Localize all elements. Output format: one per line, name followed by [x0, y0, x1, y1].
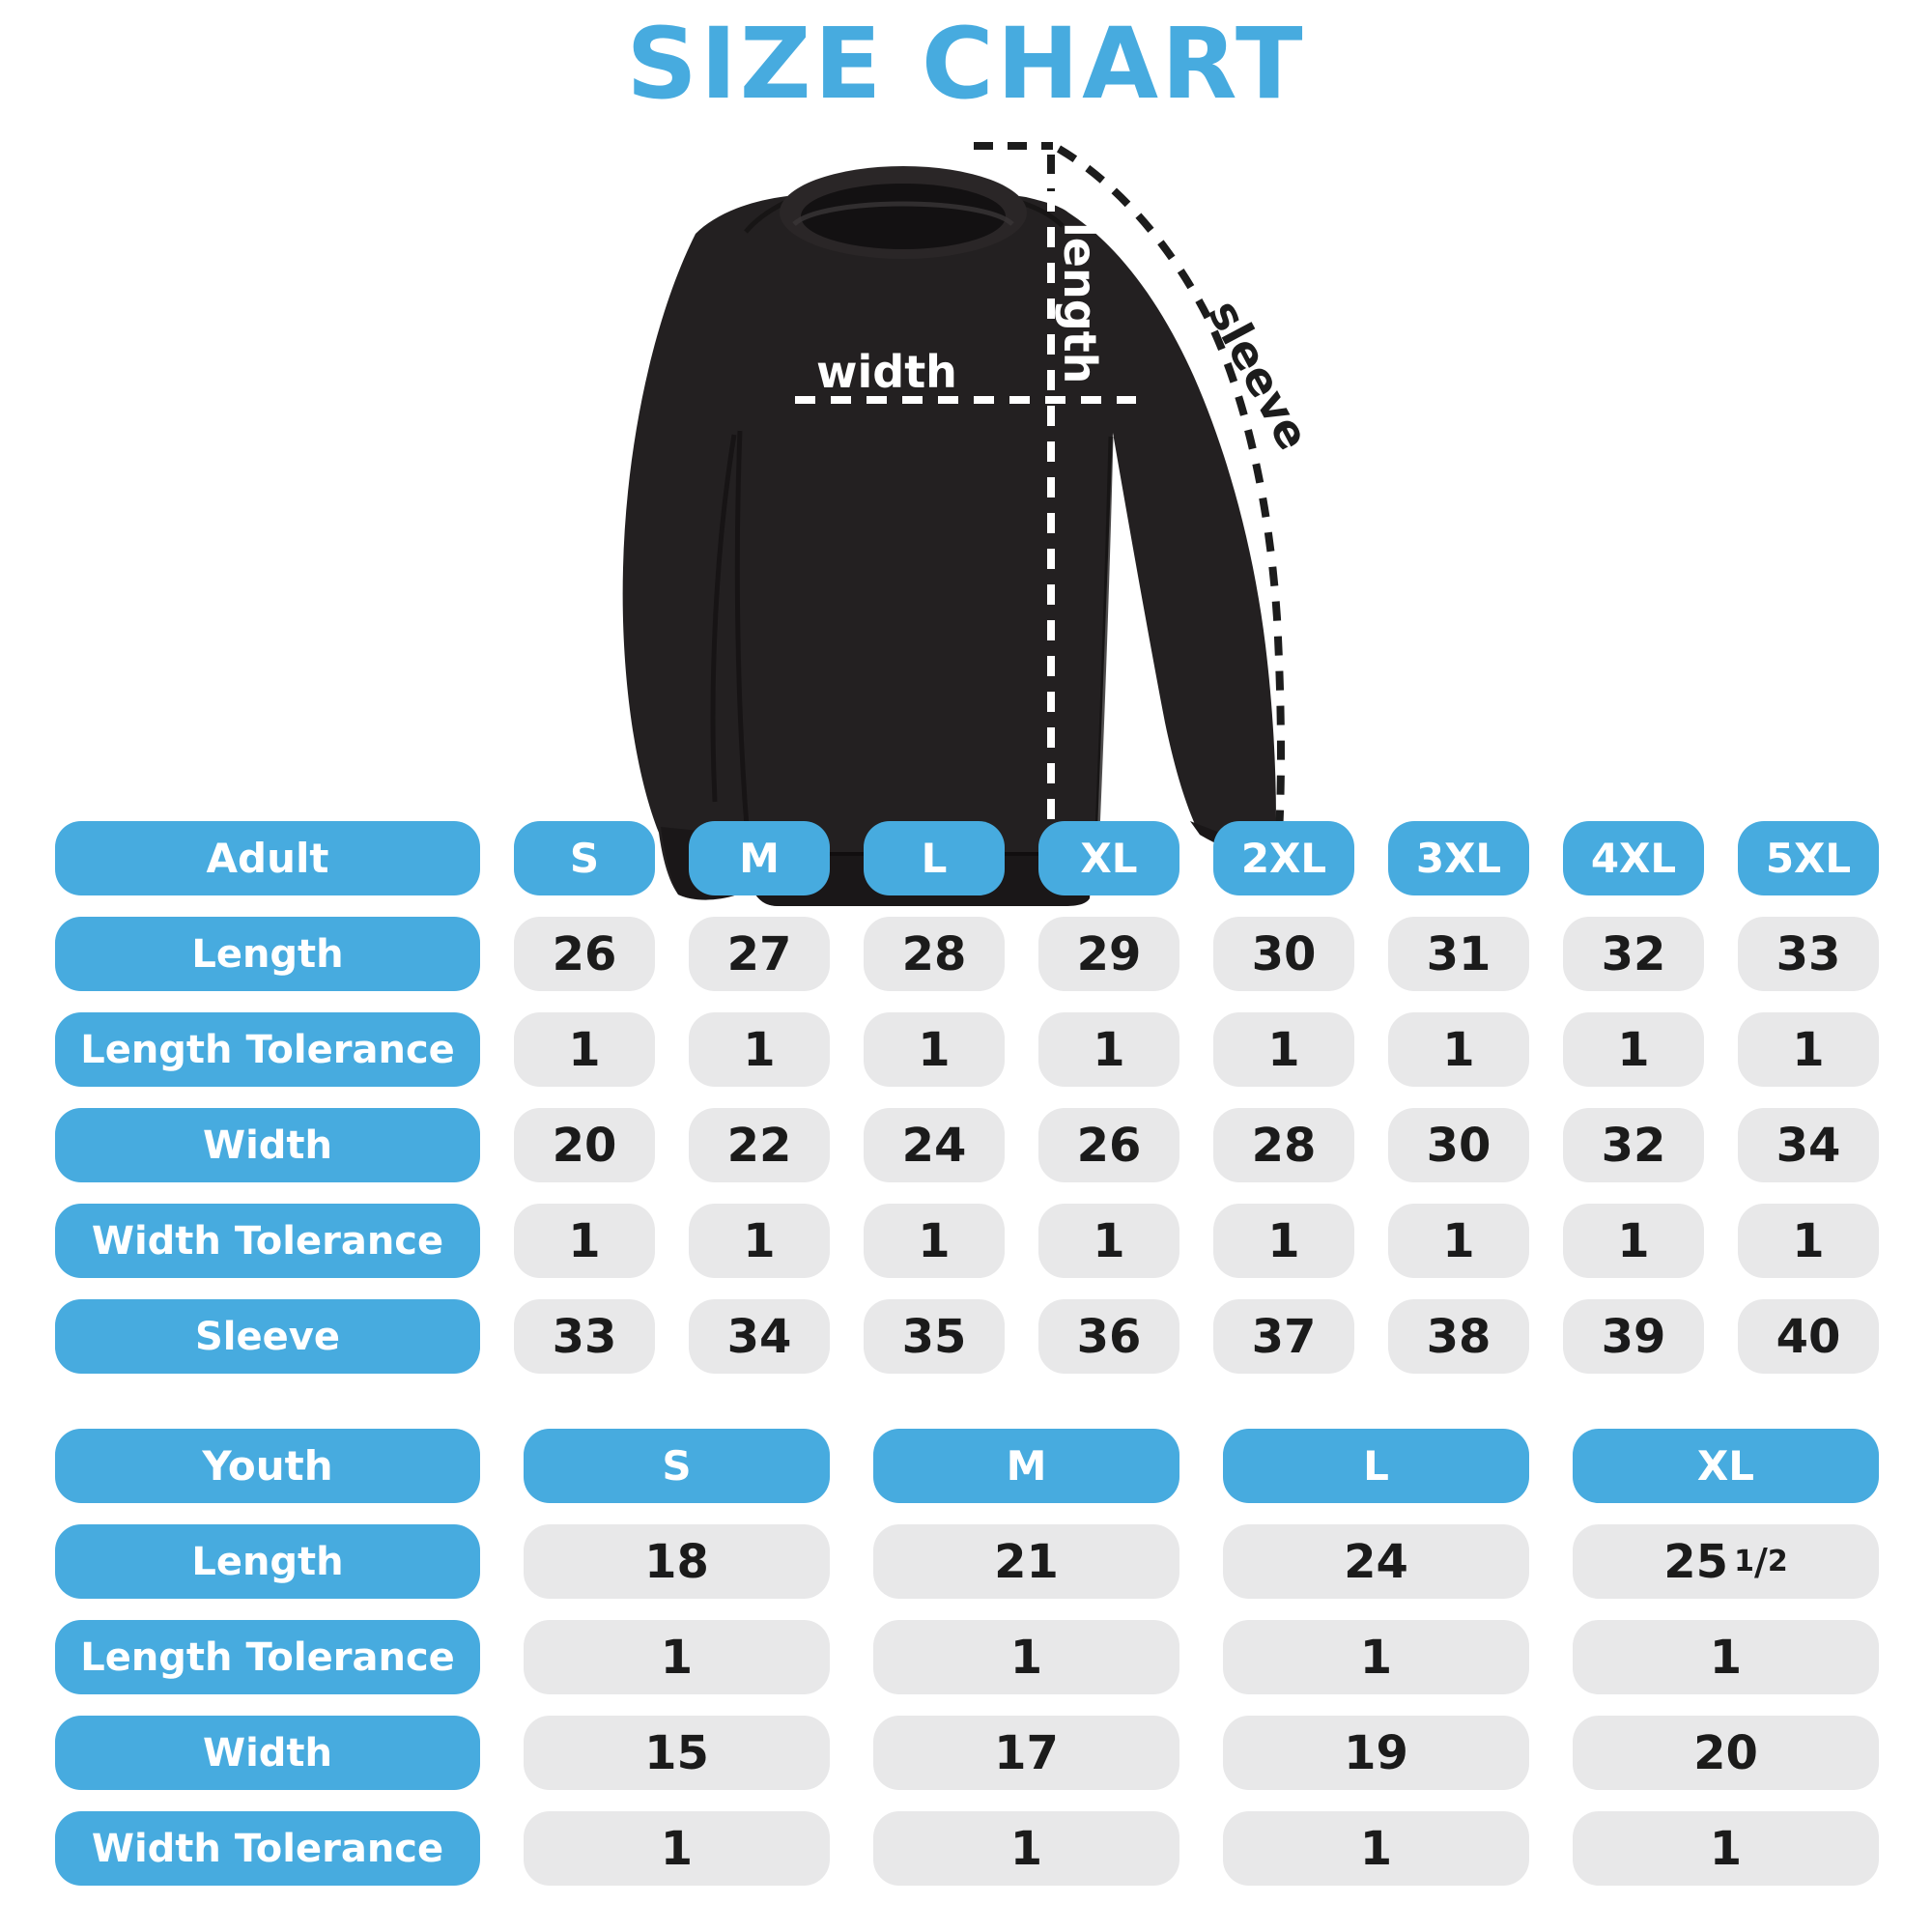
data-cell: 34 — [1738, 1108, 1879, 1182]
size-header-xl: XL — [1573, 1429, 1879, 1503]
data-cell: 1 — [864, 1012, 1005, 1087]
data-cell: 28 — [864, 917, 1005, 991]
data-cell: 40 — [1738, 1299, 1879, 1374]
data-cell: 33 — [1738, 917, 1879, 991]
size-header-2xl: 2XL — [1213, 821, 1354, 895]
data-cell: 1 — [1738, 1012, 1879, 1087]
data-cell: 32 — [1563, 1108, 1704, 1182]
row-label-width-tolerance: Width Tolerance — [55, 1811, 480, 1886]
row-label-length-tolerance: Length Tolerance — [55, 1620, 480, 1694]
data-cell: 33 — [514, 1299, 655, 1374]
data-cell: 17 — [873, 1716, 1179, 1790]
data-cell: 1 — [1563, 1204, 1704, 1278]
data-cell: 30 — [1388, 1108, 1529, 1182]
data-cell: 28 — [1213, 1108, 1354, 1182]
data-cell: 38 — [1388, 1299, 1529, 1374]
row-label-length: Length — [55, 917, 480, 991]
data-cell: 1 — [689, 1204, 830, 1278]
row-label-sleeve: Sleeve — [55, 1299, 480, 1374]
row-label-length-tolerance: Length Tolerance — [55, 1012, 480, 1087]
data-cell: 24 — [864, 1108, 1005, 1182]
data-cell: 15 — [524, 1716, 830, 1790]
size-header-5xl: 5XL — [1738, 821, 1879, 895]
data-cell: 29 — [1038, 917, 1179, 991]
data-cell: 1 — [689, 1012, 830, 1087]
data-cell: 39 — [1563, 1299, 1704, 1374]
row-label-length: Length — [55, 1524, 480, 1599]
data-cell: 26 — [514, 917, 655, 991]
data-cell: 20 — [514, 1108, 655, 1182]
sleeve-label: sleeve — [1198, 292, 1320, 459]
row-label-width: Width — [55, 1716, 480, 1790]
data-cell: 26 — [1038, 1108, 1179, 1182]
width-label: width — [816, 346, 957, 398]
data-cell: 34 — [689, 1299, 830, 1374]
size-header-s: S — [524, 1429, 830, 1503]
adult-size-table: Adult S M L XL 2XL 3XL 4XL 5XL Length 26 27 28 29 30 31… — [55, 821, 1879, 1374]
data-cell: 1 — [873, 1811, 1179, 1886]
data-cell: 20 — [1573, 1716, 1879, 1790]
size-header-s: S — [514, 821, 655, 895]
row-label-width: Width — [55, 1108, 480, 1182]
sweatshirt-diagram: width length sleeve — [483, 92, 1449, 937]
data-cell: 24 — [1223, 1524, 1529, 1599]
size-header-xl: XL — [1038, 821, 1179, 895]
data-cell: 1 — [1573, 1811, 1879, 1886]
data-cell: 25 1/2 — [1573, 1524, 1879, 1599]
data-cell: 1 — [873, 1620, 1179, 1694]
size-header-3xl: 3XL — [1388, 821, 1529, 895]
data-cell: 1 — [1738, 1204, 1879, 1278]
sweatshirt-illustration — [622, 166, 1276, 906]
data-cell: 32 — [1563, 917, 1704, 991]
data-cell: 1 — [1223, 1620, 1529, 1694]
data-cell: 19 — [1223, 1716, 1529, 1790]
size-header-m: M — [873, 1429, 1179, 1503]
adult-group-header: Adult — [55, 821, 480, 895]
data-cell: 1 — [1038, 1204, 1179, 1278]
size-header-4xl: 4XL — [1563, 821, 1704, 895]
row-label-width-tolerance: Width Tolerance — [55, 1204, 480, 1278]
data-cell: 1 — [1388, 1204, 1529, 1278]
length-label: length — [1054, 222, 1106, 384]
data-cell: 1 — [524, 1811, 830, 1886]
data-cell: 21 — [873, 1524, 1179, 1599]
size-header-m: M — [689, 821, 830, 895]
data-cell: 1 — [1388, 1012, 1529, 1087]
sleeve-measure-line — [1056, 145, 1285, 878]
data-cell: 1 — [1223, 1811, 1529, 1886]
data-cell: 35 — [864, 1299, 1005, 1374]
data-cell: 1 — [514, 1204, 655, 1278]
data-cell: 1 — [524, 1620, 830, 1694]
data-cell: 22 — [689, 1108, 830, 1182]
data-cell: 36 — [1038, 1299, 1179, 1374]
size-header-l: L — [864, 821, 1005, 895]
data-cell: 1 — [1563, 1012, 1704, 1087]
data-cell: 37 — [1213, 1299, 1354, 1374]
data-cell: 1 — [1038, 1012, 1179, 1087]
data-cell: 1 — [1213, 1204, 1354, 1278]
data-cell: 30 — [1213, 917, 1354, 991]
data-cell: 27 — [689, 917, 830, 991]
data-cell: 1 — [514, 1012, 655, 1087]
youth-group-header: Youth — [55, 1429, 480, 1503]
size-header-l: L — [1223, 1429, 1529, 1503]
data-cell: 1 — [1213, 1012, 1354, 1087]
page-title: SIZE CHART — [626, 7, 1306, 122]
data-cell: 31 — [1388, 917, 1529, 991]
youth-size-table: Youth S M L XL Length 18 21 24 25 1/2 Length Tolera… — [55, 1429, 1879, 1886]
data-cell: 18 — [524, 1524, 830, 1599]
data-cell: 1 — [864, 1204, 1005, 1278]
data-cell: 1 — [1573, 1620, 1879, 1694]
